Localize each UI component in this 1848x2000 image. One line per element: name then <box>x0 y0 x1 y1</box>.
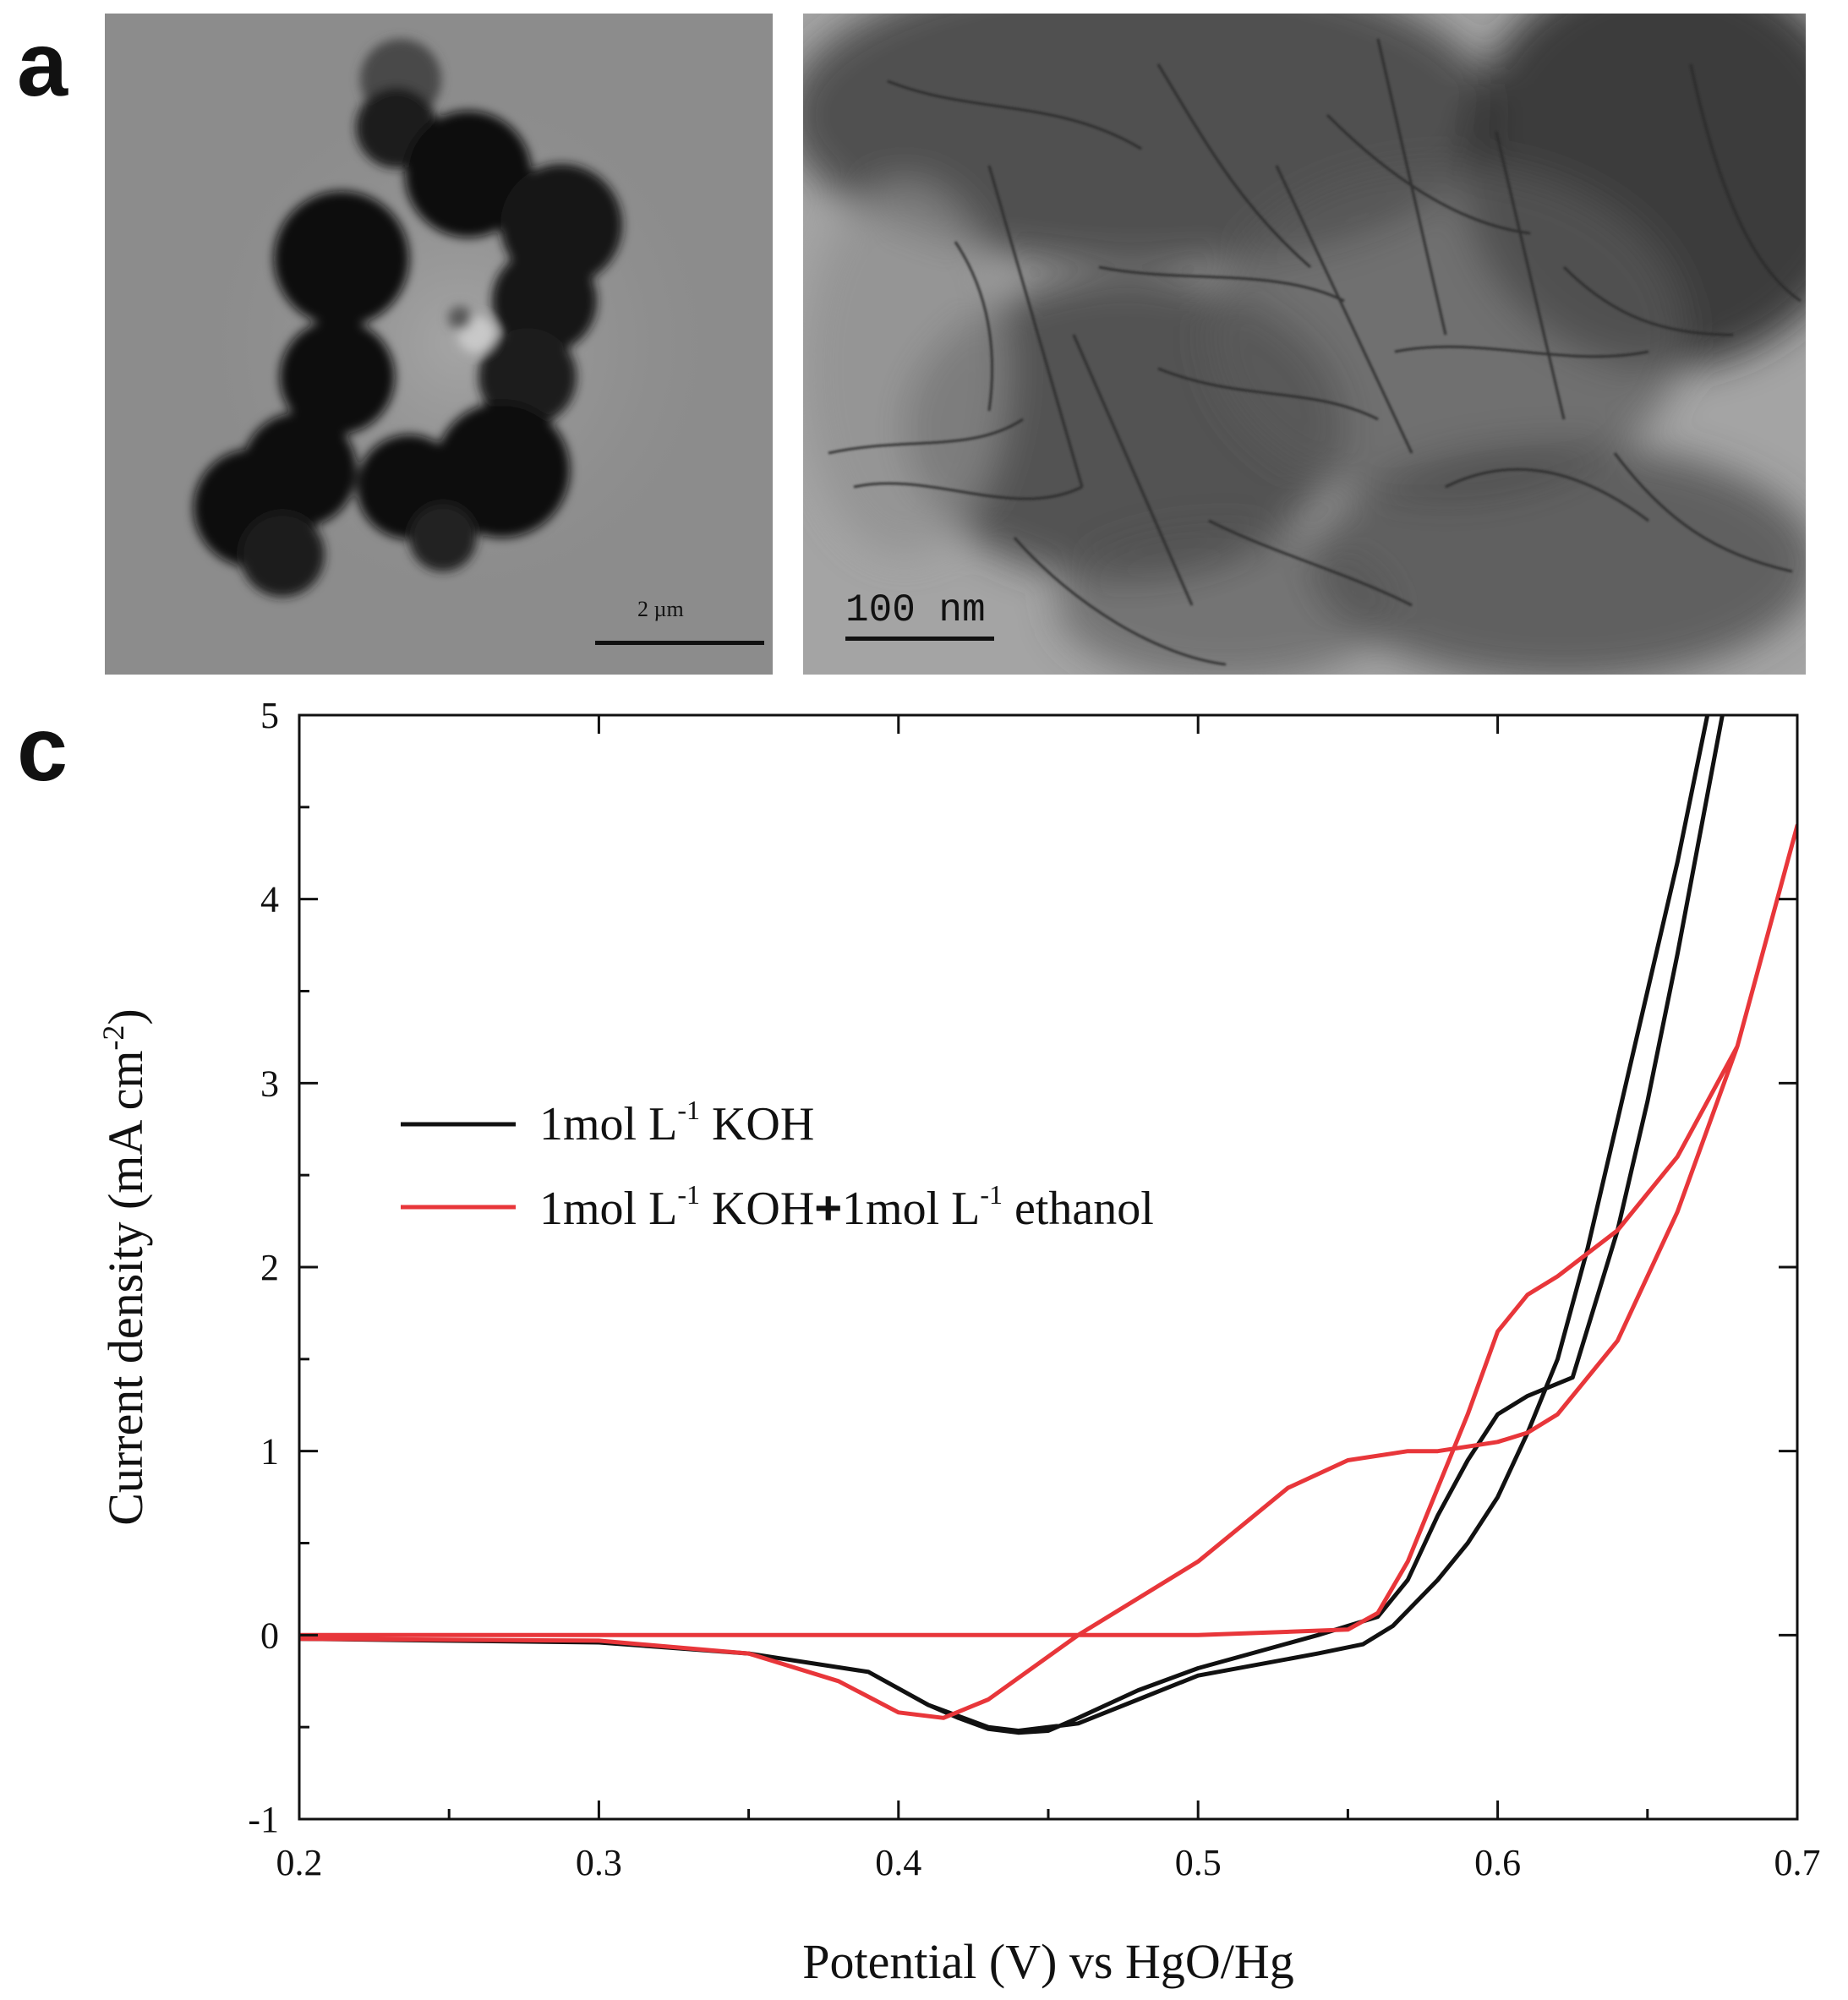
x-tick-label: 0.4 <box>875 1842 921 1883</box>
scale-bar-label-a: 2 µm <box>637 597 684 621</box>
y-tick-label: 3 <box>260 1063 279 1104</box>
series-line-1 <box>299 823 1797 1720</box>
legend-koh-sup: -1 <box>677 1095 700 1125</box>
tem-image-a: 2 µm <box>105 14 773 675</box>
y-axis-label-main: Current density (mA cm <box>98 1051 153 1526</box>
legend-ethanol-sup: -1 <box>677 1179 700 1210</box>
y-axis-label-close: ) <box>98 1008 153 1025</box>
tem-image-b: 100 nm <box>803 14 1806 675</box>
legend-ethanol-part: 1mol L <box>539 1183 677 1235</box>
y-axis-label-sup: -2 <box>96 1025 130 1051</box>
legend-label-koh: 1mol L-1 KOH <box>539 1095 814 1150</box>
y-axis-label: Current density (mA cm-2) <box>96 1008 153 1526</box>
y-tick-label: -1 <box>248 1799 279 1840</box>
panel-a-label: a <box>17 13 68 115</box>
y-tick-label: 5 <box>260 695 279 736</box>
y-tick-label: 0 <box>260 1615 279 1656</box>
legend-ethanol-part: ethanol <box>1003 1183 1154 1235</box>
legend-ethanol-part: KOH <box>700 1183 814 1235</box>
y-tick-label: 1 <box>260 1431 279 1473</box>
x-tick-label: 0.2 <box>276 1842 323 1883</box>
y-tick-label: 2 <box>260 1247 279 1288</box>
x-tick-label: 0.7 <box>1774 1842 1821 1883</box>
scale-bar-b <box>845 637 994 641</box>
legend-ethanol-part: 1mol L <box>842 1183 980 1235</box>
legend-ethanol-sup: -1 <box>980 1179 1003 1210</box>
scale-bar-label-b: 100 nm <box>845 588 986 632</box>
x-tick-label: 0.3 <box>576 1842 622 1883</box>
legend-koh-part: 1mol L <box>539 1098 677 1150</box>
x-axis-label: Potential (V) vs HgO/Hg <box>802 1934 1294 1989</box>
legend-label-ethanol: 1mol L-1 KOH+1mol L-1 ethanol <box>539 1179 1154 1235</box>
scale-bar-a <box>595 641 764 645</box>
legend-ethanol-plus: + <box>814 1181 842 1234</box>
panel-c-label: c <box>17 697 68 800</box>
legend: 1mol L-1 KOH 1mol L-1 KOH+1mol L-1 ethan… <box>401 1095 1154 1235</box>
series-line-0 <box>299 715 1725 1735</box>
y-tick-label: 4 <box>260 879 279 921</box>
cv-chart: 0.2 0.3 0.4 0.5 0.6 0.7 -1 0 1 2 3 4 5 Potential (V)… <box>96 695 1821 1989</box>
x-tick-label: 0.6 <box>1474 1842 1521 1883</box>
legend-koh-part: KOH <box>700 1098 814 1150</box>
x-tick-label: 0.5 <box>1175 1842 1222 1883</box>
